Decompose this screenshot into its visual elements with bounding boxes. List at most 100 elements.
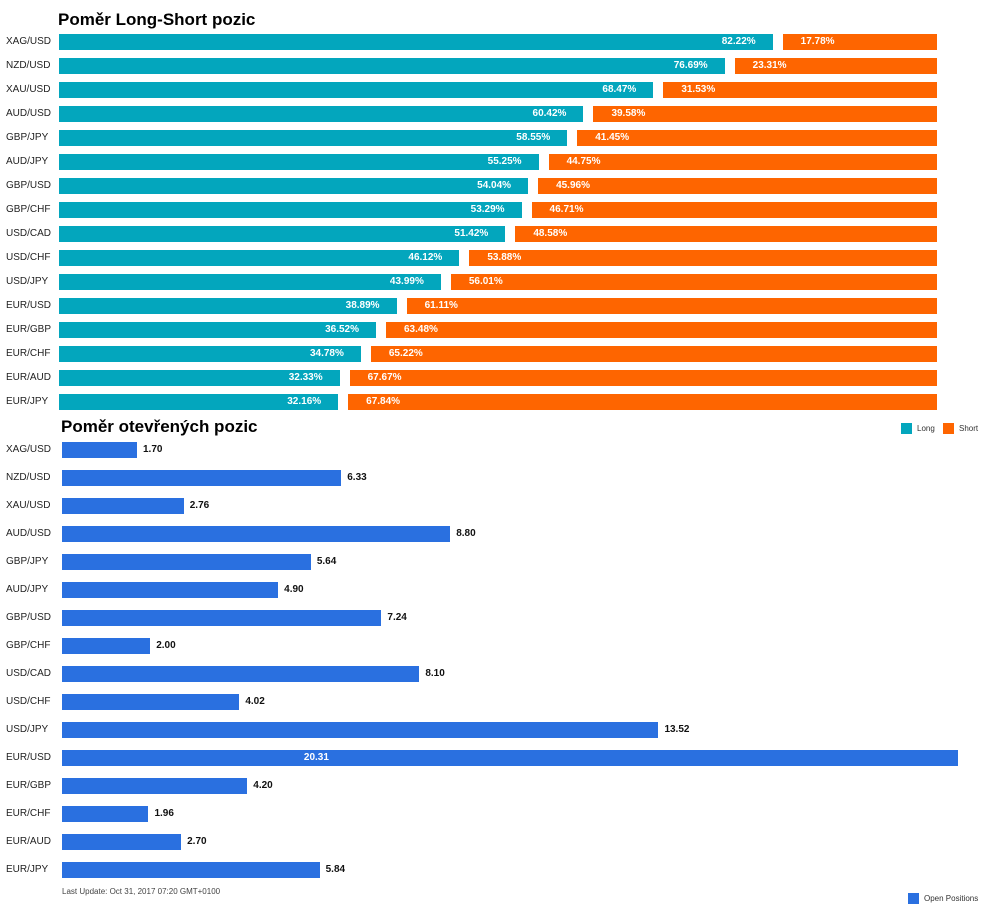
short-value-label: 67.67% [367, 372, 402, 383]
long-bar [59, 178, 529, 194]
category-label: EUR/USD [6, 752, 52, 763]
short-value-label: 65.22% [388, 348, 423, 359]
long-value-label: 38.89% [345, 300, 380, 311]
short-value-label: 23.31% [752, 60, 787, 71]
category-label: GBP/USD [6, 180, 52, 191]
category-label: GBP/JPY [6, 556, 49, 567]
category-label: EUR/JPY [6, 396, 49, 407]
long-value-label: 68.47% [602, 84, 637, 95]
legend-short-swatch [943, 423, 954, 434]
open-positions-value-label: 5.84 [325, 864, 346, 875]
category-label: XAU/USD [6, 500, 51, 511]
open-positions-bar [62, 470, 342, 486]
long-value-label: 55.25% [487, 156, 522, 167]
open-positions-bar [62, 638, 151, 654]
open-positions-bar [62, 834, 182, 850]
short-bar [385, 322, 937, 338]
open-positions-bar [62, 666, 420, 682]
open-positions-bar [62, 722, 659, 738]
long-value-label: 32.16% [287, 396, 322, 407]
long-bar [59, 322, 376, 338]
long-value-label: 53.29% [470, 204, 505, 215]
open-positions-bar [62, 526, 451, 542]
category-label: EUR/CHF [6, 348, 51, 359]
short-value-label: 45.96% [556, 180, 590, 191]
open-positions-value-label: 1.96 [154, 808, 174, 819]
category-label: AUD/JPY [6, 156, 49, 167]
open-positions-value-label: 2.76 [189, 500, 210, 511]
long-value-label: 32.33% [288, 372, 323, 383]
long-short-chart-title: Poměr Long-Short pozic [58, 10, 256, 29]
long-bar [59, 250, 460, 266]
category-label: GBP/USD [6, 612, 52, 623]
long-bar [59, 202, 522, 218]
category-label: NZD/USD [6, 472, 51, 483]
long-value-label: 36.52% [325, 324, 359, 335]
category-label: XAU/USD [6, 84, 51, 95]
open-positions-bar [62, 582, 279, 598]
category-label: GBP/CHF [6, 204, 51, 215]
short-bar [531, 202, 937, 218]
category-label: EUR/GBP [6, 324, 52, 335]
long-bar [59, 298, 397, 314]
category-label: GBP/CHF [6, 640, 51, 651]
open-positions-value-label: 4.20 [253, 780, 273, 791]
short-value-label: 48.58% [533, 228, 568, 239]
long-bar [59, 274, 441, 290]
open-positions-value-label: 4.02 [245, 696, 265, 707]
category-label: USD/CAD [6, 228, 52, 239]
open-positions-bar [62, 778, 248, 794]
legend-short: Short [943, 423, 978, 434]
open-positions-bar [62, 610, 382, 626]
open-positions-value-label: 5.64 [316, 556, 337, 567]
long-value-label: 82.22% [721, 36, 756, 47]
category-label: EUR/JPY [6, 864, 49, 875]
short-value-label: 39.58% [611, 108, 646, 119]
open-positions-value-label: 8.10 [425, 668, 445, 679]
category-label: USD/JPY [6, 724, 49, 735]
open-positions-value-label: 2.00 [156, 640, 176, 651]
open-positions-bar [62, 442, 137, 458]
category-label: EUR/AUD [6, 372, 52, 383]
category-label: EUR/USD [6, 300, 52, 311]
last-update-text: Last Update: Oct 31, 2017 07:20 GMT+0100 [62, 887, 221, 896]
long-bar [59, 394, 339, 410]
short-bar [593, 106, 937, 122]
open-positions-bar [62, 806, 149, 822]
short-bar [348, 394, 937, 410]
open-positions-value-label: 13.52 [664, 724, 690, 735]
short-value-label: 63.48% [403, 324, 438, 335]
category-label: USD/CAD [6, 668, 52, 679]
long-bar [59, 82, 654, 98]
short-bar [548, 154, 937, 170]
open-positions-value-label: 20.31 [303, 752, 329, 763]
short-value-label: 56.01% [468, 276, 503, 287]
open-positions-bar [62, 750, 958, 766]
short-bar [406, 298, 937, 314]
short-bar [469, 250, 937, 266]
open-positions-value-label: 7.24 [387, 612, 407, 623]
long-value-label: 34.78% [309, 348, 344, 359]
short-bar [663, 82, 937, 98]
open-positions-chart-title: Poměr otevřených pozic [61, 417, 258, 436]
short-value-label: 44.75% [566, 156, 601, 167]
long-bar [59, 106, 584, 122]
category-label: XAG/USD [6, 444, 52, 455]
long-value-label: 43.99% [389, 276, 424, 287]
short-value-label: 53.88% [487, 252, 522, 263]
short-value-label: 41.45% [595, 132, 630, 143]
open-positions-value-label: 6.33 [347, 472, 367, 483]
long-bar [59, 370, 340, 386]
short-bar [515, 226, 937, 242]
open-positions-value-label: 4.90 [284, 584, 304, 595]
category-label: EUR/AUD [6, 836, 52, 847]
short-value-label: 67.84% [366, 396, 401, 407]
open-positions-bar [62, 498, 184, 514]
long-bar [59, 130, 568, 146]
long-bar [59, 58, 725, 74]
short-value-label: 17.78% [800, 36, 835, 47]
open-positions-bar [62, 554, 311, 570]
short-bar [349, 370, 937, 386]
short-value-label: 46.71% [549, 204, 584, 215]
open-positions-bar [62, 862, 320, 878]
